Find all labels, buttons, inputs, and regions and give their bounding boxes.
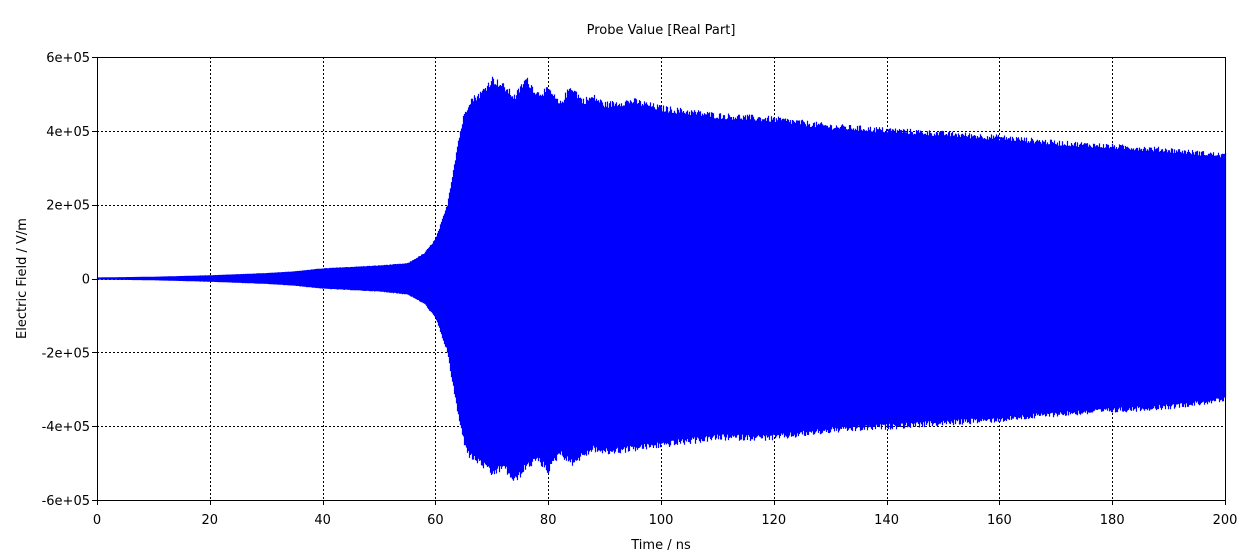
series-0-line	[96, 76, 1227, 481]
y-tick-label-4: -2e+05	[42, 346, 90, 361]
y-tick-label-5: -4e+05	[42, 420, 90, 435]
y-tick-label-0: 6e+05	[46, 51, 90, 66]
x-tick-label-1: 20	[202, 513, 219, 528]
y-tick-label-6: -6e+05	[42, 494, 90, 509]
x-tick-label-2: 40	[314, 513, 331, 528]
x-tick-label-6: 120	[761, 513, 786, 528]
x-tick-label-8: 160	[987, 513, 1012, 528]
x-tick-label-4: 80	[540, 513, 557, 528]
y-tick-label-2: 2e+05	[46, 199, 90, 214]
x-tick-label-7: 140	[874, 513, 899, 528]
series-layer	[96, 76, 1227, 481]
chart-title: Probe Value [Real Part]	[587, 23, 736, 38]
tick-layer: 0 20 40 60 80 100 120 140 160 180 200 6e+05 4e+05 2e+…	[42, 51, 1238, 528]
x-tick-label-5: 100	[649, 513, 674, 528]
y-tick-label-1: 4e+05	[46, 125, 90, 140]
y-tick-label-3: 0	[82, 273, 90, 288]
x-tick-label-0: 0	[93, 513, 101, 528]
x-axis-label: Time / ns	[630, 538, 691, 553]
x-tick-label-3: 60	[427, 513, 444, 528]
x-tick-label-9: 180	[1100, 513, 1125, 528]
x-tick-label-10: 200	[1213, 513, 1238, 528]
y-axis-label: Electric Field / V/m	[15, 218, 30, 339]
